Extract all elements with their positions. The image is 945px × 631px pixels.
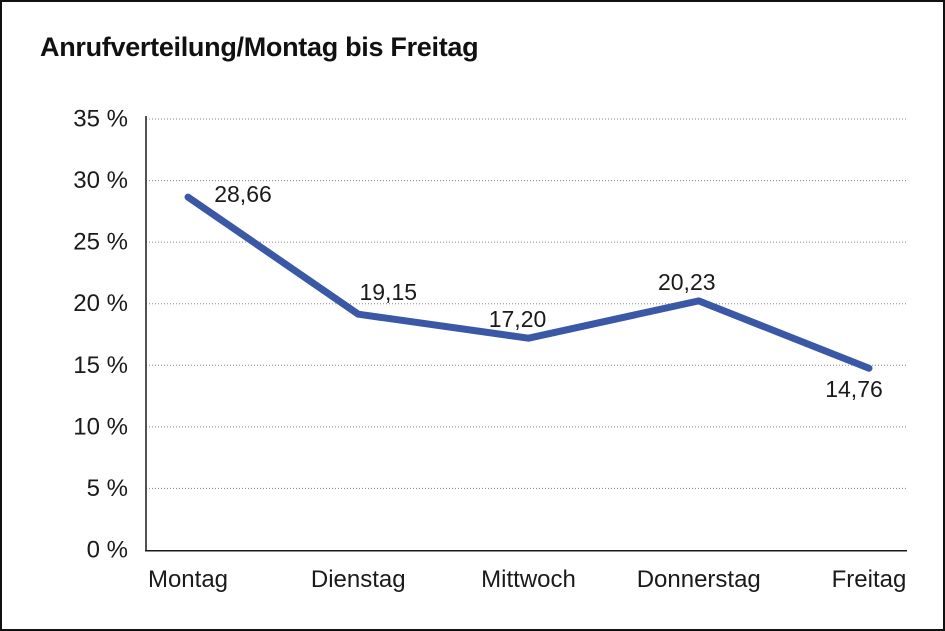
y-tick-label: 25 % [73, 229, 128, 256]
x-category-label: Dienstag [311, 566, 406, 593]
data-point-label: 14,76 [825, 376, 883, 402]
data-line [184, 193, 873, 372]
x-category-label: Montag [148, 566, 228, 593]
data-point-label: 28,66 [214, 181, 272, 207]
chart-title: Anrufverteilung/Montag bis Freitag [40, 32, 479, 62]
data-point-label: 17,20 [489, 306, 547, 332]
y-tick-label: 5 % [87, 475, 128, 502]
x-category-label: Freitag [832, 566, 907, 593]
y-tick-label: 30 % [73, 167, 128, 194]
data-point-label: 20,23 [658, 269, 716, 295]
y-tick-label: 0 % [87, 537, 128, 564]
x-category-label: Mittwoch [481, 566, 576, 593]
data-point-label: 19,15 [359, 279, 417, 305]
x-category-label: Donnerstag [637, 566, 761, 593]
y-tick-label: 20 % [73, 290, 128, 317]
y-tick-label: 15 % [73, 352, 128, 379]
y-tick-label: 35 % [73, 106, 128, 133]
y-tick-label: 10 % [73, 413, 128, 440]
